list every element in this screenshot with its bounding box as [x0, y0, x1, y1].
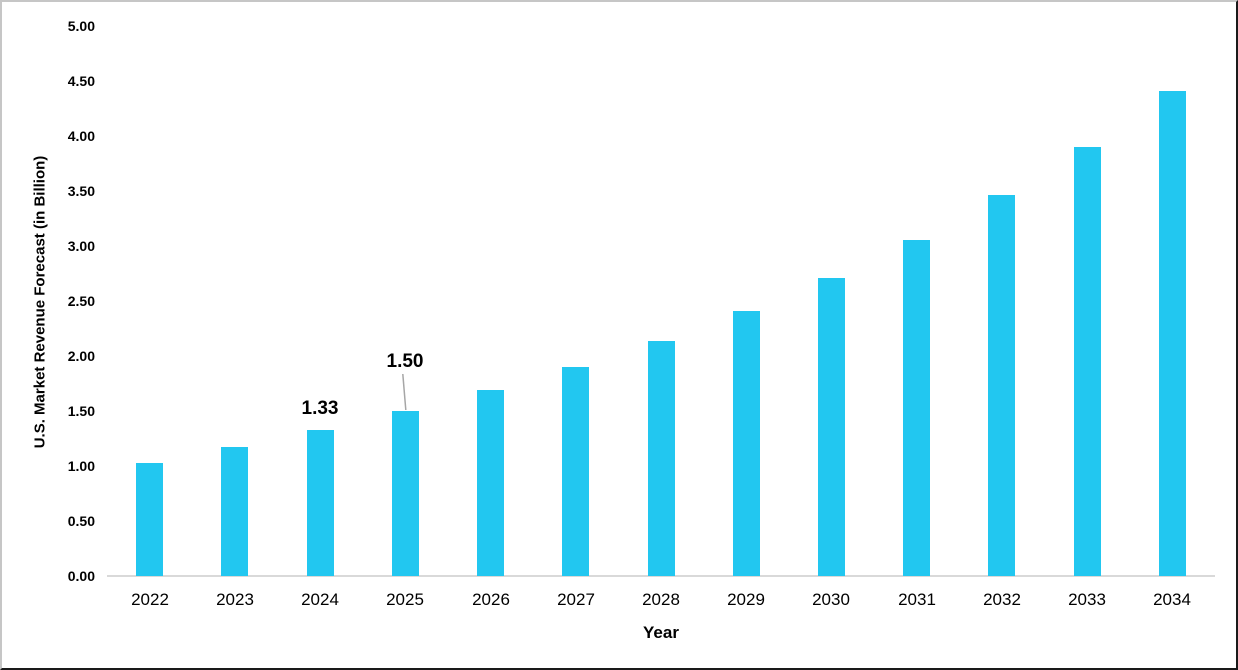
bar-2029: [733, 311, 760, 576]
x-tick-label-2027: 2027: [557, 590, 595, 609]
x-axis-title: Year: [643, 623, 679, 642]
x-tick-label-2023: 2023: [216, 590, 254, 609]
data-label-2025: 1.50: [386, 351, 424, 372]
x-tick-label-2030: 2030: [812, 590, 850, 609]
y-tick-label: 4.50: [67, 73, 95, 89]
y-tick-label: 2.00: [67, 348, 95, 364]
x-tick-label-2026: 2026: [472, 590, 510, 609]
bar-2031: [903, 240, 930, 576]
bar-2027: [562, 367, 589, 576]
x-tick-label-2025: 2025: [386, 590, 424, 609]
x-axis-line: [107, 575, 1215, 577]
bar-2034: [1159, 91, 1186, 576]
x-tick-label-2029: 2029: [727, 590, 765, 609]
y-tick-label: 4.00: [67, 128, 95, 144]
y-tick-label: 3.00: [67, 238, 95, 254]
x-tick-label-2032: 2032: [983, 590, 1021, 609]
bar-2026: [477, 390, 504, 576]
bar-2028: [648, 341, 675, 576]
y-tick-label: 3.50: [67, 183, 95, 199]
x-tick-label-2028: 2028: [642, 590, 680, 609]
bar-2023: [221, 447, 248, 576]
bar-2022: [136, 463, 163, 576]
x-tick-label-2033: 2033: [1068, 590, 1106, 609]
y-tick-label: 0.50: [67, 513, 95, 529]
y-tick-label: 5.00: [67, 18, 95, 34]
y-tick-label: 1.50: [67, 403, 95, 419]
bar-2025: [392, 411, 419, 576]
y-tick-label: 0.00: [67, 568, 95, 584]
bar-2033: [1074, 147, 1101, 576]
y-tick-label: 2.50: [67, 293, 95, 309]
x-tick-label-2034: 2034: [1153, 590, 1191, 609]
data-label-2024: 1.33: [301, 398, 339, 419]
bar-2032: [988, 195, 1015, 576]
bar-2030: [818, 278, 845, 576]
bar-2024: [307, 430, 334, 576]
x-tick-label-2024: 2024: [301, 590, 339, 609]
leader-line-2025: [402, 373, 407, 411]
x-tick-label-2022: 2022: [131, 590, 169, 609]
y-tick-label: 1.00: [67, 458, 95, 474]
x-tick-label-2031: 2031: [898, 590, 936, 609]
